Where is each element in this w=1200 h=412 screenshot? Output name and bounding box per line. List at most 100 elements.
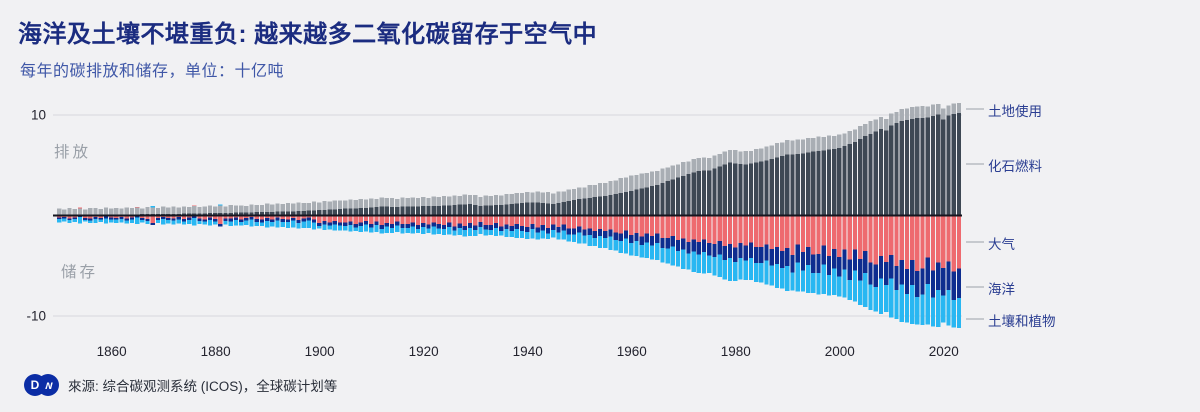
bar-land_sink: [348, 224, 353, 232]
bar-fossil: [228, 212, 233, 216]
bar-landuse: [57, 208, 62, 215]
x-tick-label-1900: 1900: [305, 344, 335, 359]
bar-fossil: [327, 209, 332, 216]
bar-landuse: [644, 172, 650, 188]
bar-land_sink: [192, 217, 197, 226]
bar-fossil: [311, 210, 317, 216]
bar-landuse: [150, 207, 155, 215]
bar-atmosphere: [301, 215, 306, 219]
bar-landuse: [540, 192, 546, 203]
bar-ocean: [384, 222, 389, 227]
bar-fossil: [634, 189, 639, 216]
bar-landuse: [556, 191, 561, 203]
bar-fossil: [535, 202, 540, 216]
bar-ocean: [551, 224, 556, 231]
bar-landuse: [161, 206, 166, 214]
bar-fossil: [207, 213, 213, 216]
bar-atmosphere: [400, 215, 405, 224]
bar-fossil: [493, 205, 499, 216]
bar-land_sink: [753, 262, 759, 283]
bar-ocean: [701, 239, 707, 253]
bar-atmosphere: [878, 215, 884, 256]
bar-ocean: [462, 225, 467, 231]
bar-atmosphere: [223, 215, 228, 219]
bar-fossil: [592, 197, 598, 216]
bar-landuse: [660, 168, 665, 184]
bar-landuse: [816, 136, 821, 151]
bar-atmosphere: [930, 215, 936, 271]
bar-ocean: [244, 218, 249, 221]
bar-fossil: [244, 212, 249, 216]
bar-land_sink: [478, 226, 483, 235]
bar-ocean: [748, 242, 754, 259]
bar-fossil: [348, 208, 353, 216]
bar-land_sink: [421, 227, 426, 234]
bar-landuse: [639, 173, 644, 189]
bar-landuse: [322, 201, 327, 210]
bar-ocean: [98, 217, 103, 220]
bar-land_sink: [259, 222, 265, 226]
bar-landuse: [712, 155, 717, 169]
bar-landuse: [795, 139, 800, 155]
bar-fossil: [384, 206, 389, 216]
bar-land_sink: [878, 278, 884, 315]
bar-landuse: [223, 206, 228, 213]
bar-fossil: [665, 181, 670, 216]
bar-fossil: [337, 208, 343, 216]
bar-fossil: [805, 152, 811, 216]
bar-land_sink: [88, 220, 93, 223]
bar-ocean: [249, 217, 254, 220]
bar-land_sink: [103, 218, 109, 224]
bar-fossil: [187, 213, 192, 216]
bar-fossil: [660, 183, 665, 216]
bar-ocean: [62, 216, 67, 219]
bar-fossil: [405, 206, 410, 216]
bar-atmosphere: [348, 215, 353, 222]
bar-ocean: [135, 215, 140, 218]
bar-landuse: [176, 207, 181, 214]
bar-landuse: [400, 197, 405, 207]
bar-landuse: [181, 206, 187, 214]
bar-atmosphere: [956, 215, 962, 269]
bar-ocean: [909, 259, 915, 286]
bar-ocean: [57, 217, 62, 220]
bar-atmosphere: [592, 215, 598, 232]
bar-atmosphere: [623, 215, 629, 231]
bar-ocean: [270, 219, 275, 223]
bar-atmosphere: [441, 215, 447, 225]
bar-landuse: [135, 207, 140, 215]
bar-ocean: [296, 220, 301, 224]
bar-land_sink: [410, 226, 415, 234]
bar-land_sink: [857, 280, 863, 305]
bar-land_sink: [946, 289, 951, 326]
bar-land_sink: [597, 235, 603, 248]
bar-land_sink: [764, 260, 769, 285]
bar-fossil: [681, 175, 686, 216]
bar-fossil: [270, 211, 275, 216]
bar-land_sink: [759, 263, 764, 283]
bar-fossil: [556, 202, 561, 216]
bar-landuse: [332, 200, 337, 210]
bar-atmosphere: [457, 215, 462, 224]
bar-landuse: [395, 198, 400, 207]
bar-landuse: [145, 207, 150, 215]
bar-fossil: [889, 125, 894, 216]
bar-land_sink: [452, 230, 457, 236]
bar-land_sink: [228, 221, 233, 226]
bar-fossil: [837, 148, 842, 216]
bar-fossil: [696, 170, 702, 216]
bar-fossil: [727, 162, 733, 216]
bar-ocean: [239, 219, 244, 223]
bar-fossil: [478, 205, 483, 216]
bar-atmosphere: [327, 215, 332, 223]
bar-ocean: [389, 224, 395, 228]
bar-fossil: [431, 205, 436, 216]
bar-landuse: [499, 195, 504, 205]
bar-landuse: [285, 203, 291, 212]
bar-fossil: [296, 211, 301, 216]
bar-ocean: [811, 254, 816, 273]
bar-ocean: [743, 245, 748, 261]
bar-landuse: [363, 199, 369, 208]
bar-land_sink: [618, 241, 624, 253]
bar-ocean: [566, 228, 572, 235]
